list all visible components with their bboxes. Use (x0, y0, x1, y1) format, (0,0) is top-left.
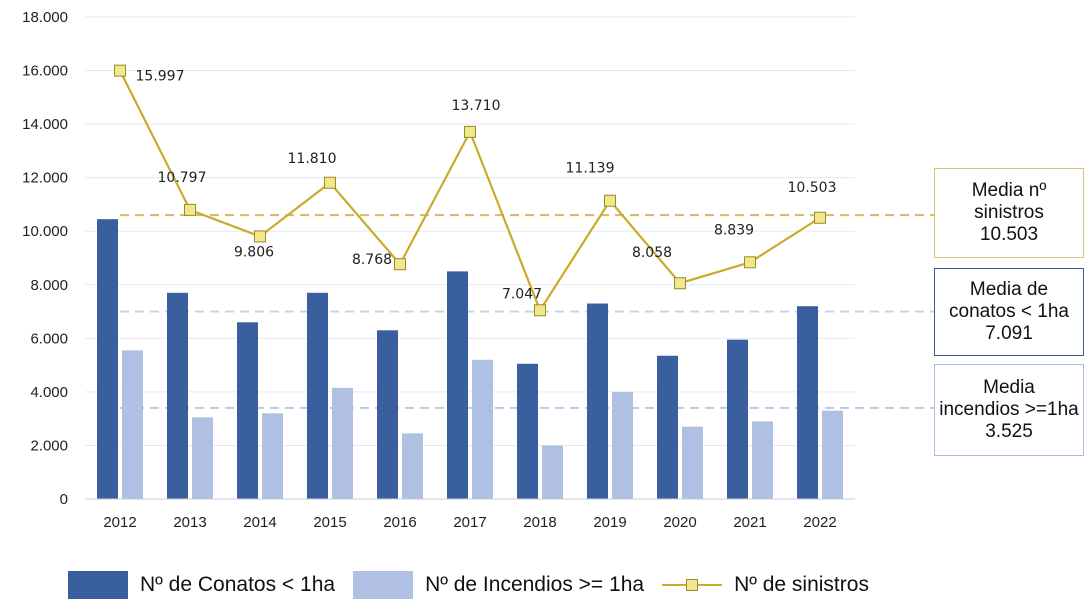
bar-conatos (447, 271, 468, 499)
data-label-sinistros: 8.058 (632, 245, 672, 261)
bar-incendios (192, 417, 213, 499)
bar-incendios (542, 445, 563, 499)
marker-sinistros (114, 64, 126, 77)
bar-incendios (472, 359, 493, 499)
media-conatos-box: Media de conatos < 1ha 7.091 (934, 268, 1084, 356)
legend-item-conatos: Nº de Conatos < 1ha (68, 571, 335, 599)
data-label-sinistros: 9.806 (234, 244, 274, 260)
media-conatos-line1: Media de (969, 279, 1049, 300)
x-tick-label: 2021 (733, 514, 766, 531)
y-tick-label: 4.000 (30, 384, 68, 401)
legend-swatch-sinistros (662, 571, 723, 599)
x-tick-label: 2014 (243, 514, 276, 531)
x-tick-label: 2013 (173, 514, 206, 531)
data-label-sinistros: 11.139 (566, 161, 615, 177)
y-tick-label: 14.000 (22, 116, 68, 133)
legend-swatch-incendios (353, 571, 414, 599)
x-tick-label: 2016 (383, 514, 416, 531)
marker-sinistros (674, 277, 686, 290)
x-tick-label: 2020 (663, 514, 696, 531)
y-tick-label: 8.000 (30, 277, 68, 294)
y-tick-label: 0 (60, 491, 68, 508)
data-label-sinistros: 8.768 (352, 252, 392, 268)
bar-incendios (612, 391, 633, 499)
y-tick-label: 18.000 (22, 9, 68, 26)
marker-sinistros (814, 211, 826, 224)
media-incendios-line2: incendios >=1ha (939, 399, 1079, 420)
media-sinistros-box: Media nº sinistros 10.503 (934, 168, 1084, 258)
y-tick-label: 10.000 (22, 223, 68, 240)
marker-sinistros (324, 176, 336, 189)
legend-label-sinistros: Nº de sinistros (734, 573, 869, 596)
bar-incendios (262, 413, 283, 499)
marker-sinistros (744, 256, 756, 269)
x-tick-label: 2017 (453, 514, 486, 531)
x-tick-label: 2015 (313, 514, 346, 531)
data-label-sinistros: 10.797 (158, 170, 207, 186)
data-label-sinistros: 15.997 (136, 69, 185, 85)
marker-sinistros (254, 230, 266, 243)
media-sinistros-line2: sinistros (974, 202, 1044, 223)
bar-conatos (237, 322, 258, 499)
y-tick-label: 16.000 (22, 63, 68, 80)
legend-item-incendios: Nº de Incendios >= 1ha (353, 571, 644, 599)
bar-incendios (332, 387, 353, 499)
bar-conatos (307, 292, 328, 499)
legend-label-incendios: Nº de Incendios >= 1ha (425, 573, 645, 596)
bar-incendios (682, 426, 703, 499)
x-tick-label: 2018 (523, 514, 556, 531)
bar-conatos (97, 219, 118, 499)
bar-incendios (822, 410, 843, 499)
marker-sinistros (184, 203, 196, 216)
legend-label-conatos: Nº de Conatos < 1ha (140, 573, 336, 596)
legend-swatch-conatos (68, 571, 128, 599)
marker-sinistros (604, 194, 616, 207)
marker-sinistros (534, 304, 546, 317)
media-incendios-box: Media incendios >=1ha 3.525 (934, 364, 1084, 456)
bar-conatos (657, 355, 678, 499)
marker-sinistros (464, 125, 476, 138)
data-label-sinistros: 7.047 (502, 286, 542, 302)
bar-conatos (377, 330, 398, 499)
data-label-sinistros: 8.839 (714, 222, 754, 238)
bar-conatos (167, 292, 188, 499)
x-tick-label: 2022 (803, 514, 836, 531)
media-conatos-line2: conatos < 1ha (949, 301, 1069, 322)
x-tick-label: 2012 (103, 514, 136, 531)
media-sinistros-line1: Media nº (971, 180, 1047, 201)
bar-conatos (797, 306, 818, 499)
media-conatos-value: 7.091 (985, 323, 1033, 344)
data-label-sinistros: 10.503 (788, 180, 837, 196)
bar-conatos (727, 339, 748, 499)
bar-conatos (587, 303, 608, 499)
y-tick-label: 2.000 (30, 437, 68, 454)
legend: Nº de Conatos < 1ha Nº de Incendios >= 1… (68, 570, 887, 600)
legend-item-sinistros: Nº de sinistros (662, 571, 869, 599)
data-label-sinistros: 13.710 (452, 98, 501, 114)
media-sinistros-value: 10.503 (979, 224, 1039, 245)
media-incendios-line1: Media (983, 377, 1035, 398)
bar-incendios (752, 421, 773, 499)
media-incendios-value: 3.525 (985, 421, 1033, 442)
marker-sinistros (394, 258, 406, 271)
bar-incendios (402, 433, 423, 499)
bar-conatos (517, 363, 538, 499)
data-label-sinistros: 11.810 (288, 151, 337, 167)
y-tick-label: 12.000 (22, 170, 68, 187)
y-tick-label: 6.000 (30, 330, 68, 347)
x-tick-label: 2019 (593, 514, 626, 531)
bar-incendios (122, 350, 143, 499)
